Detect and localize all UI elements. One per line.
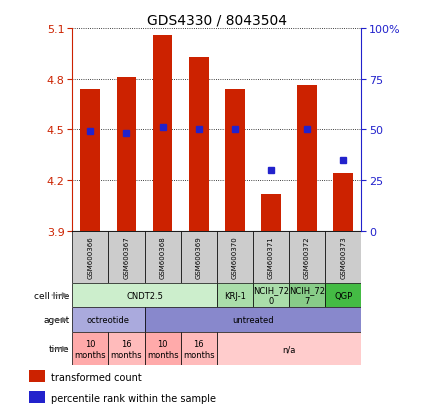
Bar	[325, 231, 361, 283]
Text: 10
months: 10 months	[147, 339, 178, 358]
Bar	[181, 332, 217, 366]
Text: GSM600367: GSM600367	[123, 236, 130, 278]
Bar	[325, 283, 361, 308]
Text: GSM600366: GSM600366	[87, 236, 94, 278]
Text: GSM600373: GSM600373	[340, 236, 346, 278]
Text: octreotide: octreotide	[87, 316, 130, 325]
Bar	[181, 231, 217, 283]
Bar	[72, 283, 217, 308]
Bar	[297, 86, 317, 231]
Text: CNDT2.5: CNDT2.5	[126, 291, 163, 300]
Bar	[144, 231, 181, 283]
Bar	[153, 36, 173, 231]
Text: GSM600368: GSM600368	[159, 236, 166, 278]
Bar	[80, 90, 100, 231]
Text: GSM600369: GSM600369	[196, 236, 202, 278]
Bar	[29, 392, 45, 403]
Text: GSM600371: GSM600371	[268, 236, 274, 278]
Title: GDS4330 / 8043504: GDS4330 / 8043504	[147, 14, 287, 28]
Bar	[108, 231, 144, 283]
Bar	[116, 78, 136, 231]
Text: NCIH_72
7: NCIH_72 7	[289, 286, 325, 305]
Bar	[225, 90, 245, 231]
Bar	[189, 57, 209, 231]
Bar	[217, 283, 253, 308]
Text: untreated: untreated	[232, 316, 274, 325]
Text: time: time	[49, 344, 69, 354]
Bar	[289, 231, 325, 283]
Bar	[72, 231, 108, 283]
Bar	[144, 332, 181, 366]
Bar	[29, 370, 45, 382]
Text: GSM600370: GSM600370	[232, 236, 238, 278]
Bar	[333, 174, 353, 231]
Bar	[217, 332, 361, 366]
Text: agent: agent	[43, 316, 69, 325]
Text: transformed count: transformed count	[51, 372, 142, 382]
Text: NCIH_72
0: NCIH_72 0	[253, 286, 289, 305]
Text: GSM600372: GSM600372	[304, 236, 310, 278]
Text: QGP: QGP	[334, 291, 352, 300]
Bar	[72, 332, 108, 366]
Text: 16
months: 16 months	[110, 339, 142, 358]
Bar	[253, 231, 289, 283]
Bar	[108, 332, 144, 366]
Bar	[261, 194, 281, 231]
Bar	[217, 231, 253, 283]
Text: n/a: n/a	[282, 344, 296, 354]
Text: 10
months: 10 months	[74, 339, 106, 358]
Text: 16
months: 16 months	[183, 339, 215, 358]
Text: cell line: cell line	[34, 291, 69, 300]
Text: KRJ-1: KRJ-1	[224, 291, 246, 300]
Text: percentile rank within the sample: percentile rank within the sample	[51, 393, 216, 403]
Bar	[253, 283, 289, 308]
Bar	[144, 308, 361, 332]
Bar	[72, 308, 144, 332]
Bar	[289, 283, 325, 308]
